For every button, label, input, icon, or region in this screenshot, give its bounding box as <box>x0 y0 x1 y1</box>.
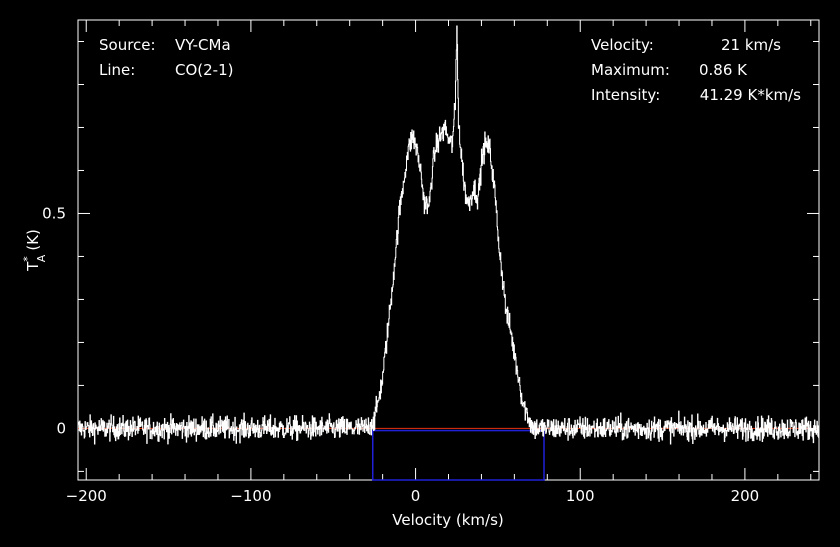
x-axis-label: Velocity (km/s) <box>392 511 503 529</box>
x-tick-label: 0 <box>411 487 421 505</box>
velocity-value: 21 km/s <box>721 36 781 54</box>
x-tick-label: −200 <box>66 487 107 505</box>
source-value: VY-CMa <box>175 36 231 54</box>
y-axis-label-main: T <box>24 261 42 272</box>
source-label: Source: <box>99 36 156 54</box>
spectrum-line <box>77 25 820 445</box>
y-axis-label-unit: (K) <box>24 229 42 251</box>
x-tick-label: −100 <box>230 487 271 505</box>
x-tick-label: 100 <box>566 487 595 505</box>
integration-window <box>372 429 545 481</box>
y-axis-label-sub: A <box>35 254 48 262</box>
y-axis-label: T*A (K) <box>21 229 48 272</box>
line-label: Line: <box>99 61 135 79</box>
y-tick-label: 0.5 <box>42 204 66 222</box>
intensity-label: Intensity: <box>591 86 660 104</box>
svg-text:T*A(K): T*A (K) <box>21 229 48 272</box>
maximum-value: 0.86 K <box>699 61 748 79</box>
x-tick-label: 200 <box>731 487 760 505</box>
intensity-value: 41.29 K*km/s <box>700 86 801 104</box>
velocity-label: Velocity: <box>591 36 654 54</box>
maximum-label: Maximum: <box>591 61 670 79</box>
y-tick-label: 0 <box>56 419 66 437</box>
line-value: CO(2-1) <box>175 61 233 79</box>
y-axis-label-sup: * <box>21 256 34 262</box>
